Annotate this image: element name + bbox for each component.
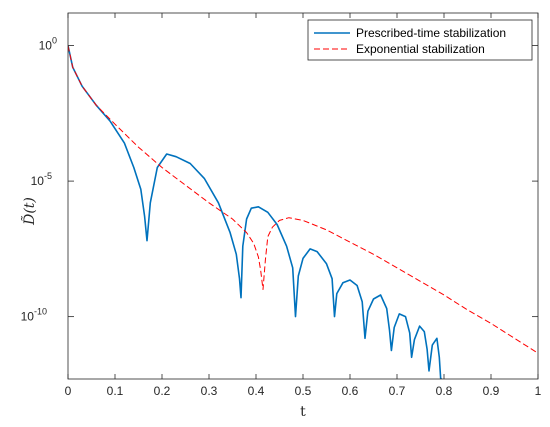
x-tick-label: 0	[65, 384, 72, 398]
x-tick-label: 0.8	[436, 384, 453, 398]
x-tick-label: 0.7	[389, 384, 406, 398]
series-line-prescribed-time	[68, 45, 443, 379]
x-tick-label: 0.4	[248, 384, 265, 398]
y-tick-label: 10-5	[31, 171, 52, 188]
x-tick-label: 0.2	[154, 384, 171, 398]
series-line-exponential	[68, 45, 538, 354]
y-axis-label: D̃(t)	[20, 197, 38, 226]
y-tick-label: 10-10	[21, 307, 47, 324]
y-axis-label-group: D̃(t)	[20, 197, 38, 226]
y-tick-label: 100	[39, 36, 57, 53]
x-tick-label: 0.6	[342, 384, 359, 398]
x-tick-label: 0.3	[201, 384, 218, 398]
x-tick-label: 0.1	[107, 384, 124, 398]
legend-label: Prescribed-time stabilization	[356, 26, 506, 40]
plot-frame	[67, 12, 539, 380]
legend-label: Exponential stabilization	[356, 42, 485, 56]
plot-area: 0 0.1 0.2 0.3 0.4 0.5 0.6 0.7 0.8 0.9 1 100 10-5 10-1…	[21, 12, 542, 398]
x-axis-label: t	[300, 404, 306, 420]
x-tick-label: 0.9	[483, 384, 500, 398]
x-tick-label: 0.5	[295, 384, 312, 398]
legend: Prescribed-time stabilization Exponential…	[307, 19, 533, 61]
x-tick-label: 1	[535, 384, 542, 398]
legend-box	[307, 19, 533, 61]
